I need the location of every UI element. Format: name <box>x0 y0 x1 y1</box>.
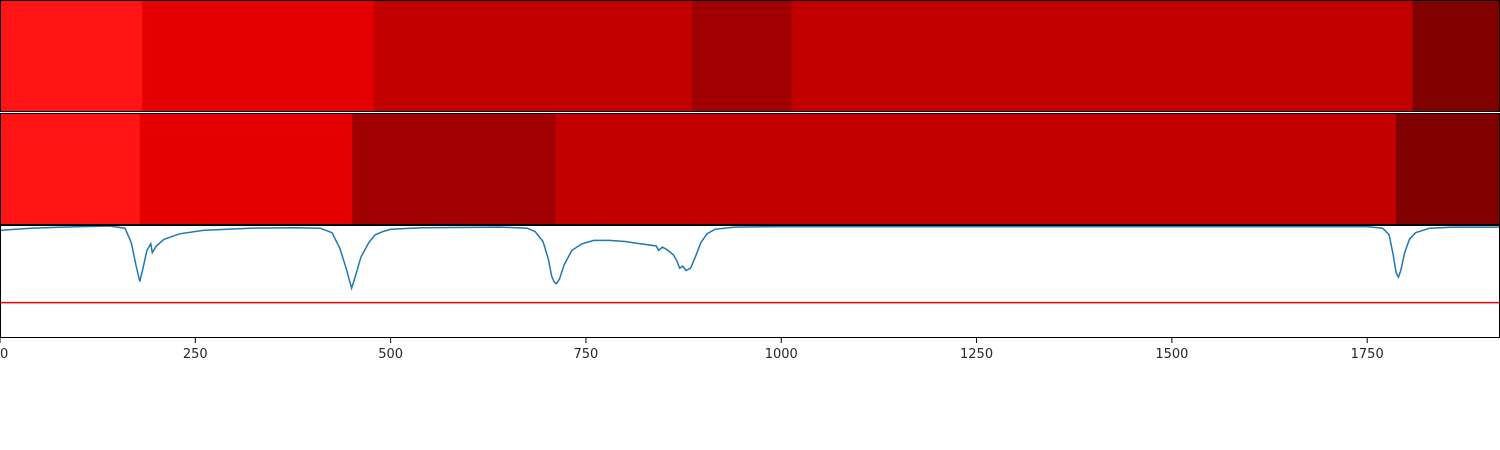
x-tick-label: 1000 <box>765 347 798 362</box>
top-strip-segment-2 <box>142 1 374 112</box>
x-tick-label: 1500 <box>1155 347 1188 362</box>
middle-strip-segment-2 <box>139 114 353 225</box>
top-strip-segment-4 <box>692 1 792 112</box>
x-tick-label: 1750 <box>1351 347 1384 362</box>
middle-strip-segment-3 <box>352 114 556 225</box>
x-tick-label: 0 <box>0 347 8 362</box>
x-tick-label: 750 <box>574 347 599 362</box>
top-strip-segment-5 <box>791 1 1413 112</box>
line-plot <box>0 225 1500 304</box>
x-axis: 0 250 500 750 1000 1250 1500 1750 <box>0 338 1384 362</box>
heatmap-strip-top <box>0 1 1500 112</box>
line-plot-frame <box>0 225 1500 338</box>
middle-strip-segment-4 <box>555 114 1397 225</box>
heatmap-strip-middle <box>0 114 1500 225</box>
top-strip-segment-1 <box>0 1 143 112</box>
top-strip-segment-3 <box>373 1 693 112</box>
middle-strip-segment-5 <box>1396 114 1500 225</box>
x-tick-label: 500 <box>378 347 403 362</box>
x-tick-label: 250 <box>183 347 208 362</box>
series-line <box>0 225 1500 291</box>
middle-strip-segment-1 <box>0 114 141 225</box>
top-strip-segment-6 <box>1412 1 1500 112</box>
x-tick-label: 1250 <box>960 347 993 362</box>
